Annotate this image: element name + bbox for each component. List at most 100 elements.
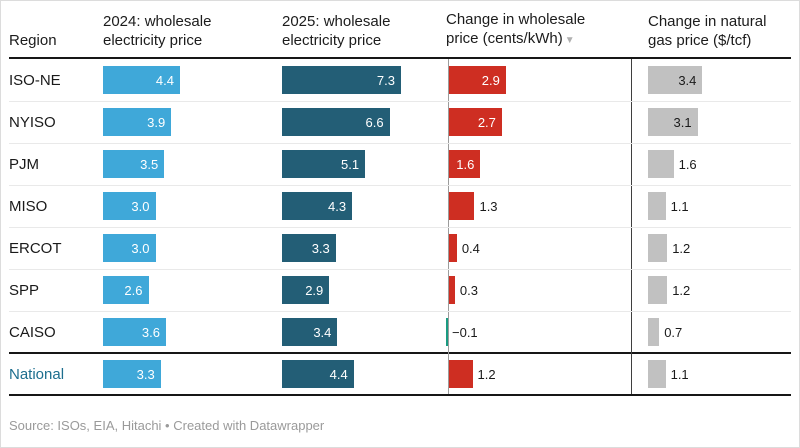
bar-value-label: 5.1 — [341, 156, 360, 172]
bar-2025-price: 5.1 — [282, 150, 366, 178]
region-label: SPP — [9, 281, 40, 299]
bar-2025-price: 4.4 — [282, 360, 354, 388]
bar-value-label: 3.3 — [136, 366, 155, 382]
table-row: PJM 3.5 5.1 1.6 1.6 — [1, 143, 799, 185]
bar-value-label: 3.4 — [678, 72, 697, 88]
row-divider — [9, 185, 791, 186]
table-row: NYISO 3.9 6.6 2.7 3.1 — [1, 101, 799, 143]
bar-2024-price: 3.0 — [103, 234, 156, 262]
bar-value-label: 3.5 — [140, 156, 159, 172]
bar-change-gas — [648, 150, 674, 178]
table-row: MISO 3.0 4.3 1.3 1.1 — [1, 185, 799, 227]
table-row: CAISO 3.6 3.4 −0.1 0.7 — [1, 311, 799, 353]
bar-value-label: 3.6 — [141, 324, 160, 340]
bar-change-gas — [648, 318, 660, 346]
region-label: CAISO — [9, 323, 56, 341]
bar-value-label: 4.3 — [328, 198, 347, 214]
column-header-2024-price[interactable]: 2024: wholesale electricity price — [103, 13, 212, 49]
bar-2024-price: 3.6 — [103, 318, 166, 346]
column-header-change-price[interactable]: Change in wholesale price (cents/kWh) ▼ — [446, 10, 614, 50]
bar-value-label: 7.3 — [376, 72, 395, 88]
bar-2024-price: 3.3 — [103, 360, 161, 388]
bar-value-label: 6.6 — [365, 114, 384, 130]
bar-value-label: 3.1 — [673, 114, 692, 130]
column-header-change-label: Change in wholesale price (cents/kWh) — [446, 11, 586, 47]
row-divider — [9, 227, 791, 228]
bar-value-label: 2.6 — [124, 282, 143, 298]
bar-value-label: 1.2 — [672, 240, 691, 256]
bar-change-price — [449, 276, 455, 304]
bar-2024-price: 4.4 — [103, 66, 180, 94]
column-header-change-gas[interactable]: Change in natural gas price ($/tcf) — [648, 13, 767, 49]
bar-change-price — [446, 318, 448, 346]
column-header-2025-price[interactable]: 2025: wholesale electricity price — [282, 13, 391, 49]
bar-value-label: 3.0 — [131, 240, 150, 256]
bar-2025-price: 3.4 — [282, 318, 338, 346]
bar-2024-price: 3.0 — [103, 192, 156, 220]
bar-2025-price: 7.3 — [282, 66, 401, 94]
table-row: National 3.3 4.4 1.2 1.1 — [1, 354, 799, 394]
bar-2025-price: 4.3 — [282, 192, 353, 220]
bar-change-gas: 3.4 — [648, 66, 703, 94]
bar-value-label: 0.4 — [461, 240, 480, 256]
column-divider — [631, 59, 632, 394]
bar-value-label: 1.6 — [678, 156, 697, 172]
region-label: ISO-NE — [9, 71, 61, 89]
bar-value-label: 1.1 — [670, 366, 689, 382]
column-header-region[interactable]: Region — [9, 32, 57, 49]
bar-change-price — [449, 192, 475, 220]
header-divider — [9, 57, 791, 59]
bar-value-label: 1.2 — [477, 366, 496, 382]
bar-change-gas — [648, 234, 668, 262]
bar-change-gas: 3.1 — [648, 108, 698, 136]
bar-value-label: 0.3 — [459, 282, 478, 298]
table-row: ERCOT 3.0 3.3 0.4 1.2 — [1, 227, 799, 269]
region-label: NYISO — [9, 113, 56, 131]
bar-change-price — [449, 360, 473, 388]
total-row-top-divider — [9, 352, 791, 354]
zero-baseline — [448, 59, 449, 394]
bar-change-gas — [648, 276, 668, 304]
bar-change-price: 2.7 — [449, 108, 502, 136]
bar-value-label: 1.1 — [670, 198, 689, 214]
bar-value-label: 1.3 — [479, 198, 498, 214]
bar-value-label: 1.2 — [672, 282, 691, 298]
bar-change-price — [449, 234, 457, 262]
bar-value-label: 3.3 — [311, 240, 330, 256]
bar-change-gas — [648, 360, 666, 388]
bar-value-label: 2.9 — [305, 282, 324, 298]
bar-2024-price: 3.9 — [103, 108, 172, 136]
bar-2025-price: 2.9 — [282, 276, 330, 304]
bar-value-label: 4.4 — [155, 72, 174, 88]
region-label: National — [9, 365, 65, 383]
region-label: ERCOT — [9, 239, 62, 257]
bar-value-label: 3.9 — [147, 114, 166, 130]
bar-2024-price: 2.6 — [103, 276, 149, 304]
row-divider — [9, 311, 791, 312]
region-label: PJM — [9, 155, 39, 173]
source-note: Source: ISOs, EIA, Hitachi • Created wit… — [9, 418, 325, 433]
bar-value-label: 4.4 — [329, 366, 348, 382]
bar-value-label: 1.6 — [456, 156, 475, 172]
sort-descending-icon: ▼ — [564, 35, 575, 46]
bar-change-price: 2.9 — [449, 66, 506, 94]
table-row: SPP 2.6 2.9 0.3 1.2 — [1, 269, 799, 311]
region-label: MISO — [9, 197, 48, 215]
bar-2025-price: 6.6 — [282, 108, 390, 136]
table-bottom-divider — [9, 394, 791, 396]
bar-value-label: 3.4 — [313, 324, 332, 340]
bar-value-label: 2.7 — [477, 114, 496, 130]
bar-change-price: 1.6 — [449, 150, 481, 178]
row-divider — [9, 143, 791, 144]
bar-value-label: 2.9 — [481, 72, 500, 88]
row-divider — [9, 101, 791, 102]
bar-value-label: −0.1 — [452, 324, 478, 340]
table-row: ISO-NE 4.4 7.3 2.9 3.4 — [1, 59, 799, 101]
bar-2025-price: 3.3 — [282, 234, 336, 262]
bar-change-gas — [648, 192, 666, 220]
bar-value-label: 3.0 — [131, 198, 150, 214]
bar-value-label: 0.7 — [664, 324, 683, 340]
bar-2024-price: 3.5 — [103, 150, 165, 178]
row-divider — [9, 269, 791, 270]
